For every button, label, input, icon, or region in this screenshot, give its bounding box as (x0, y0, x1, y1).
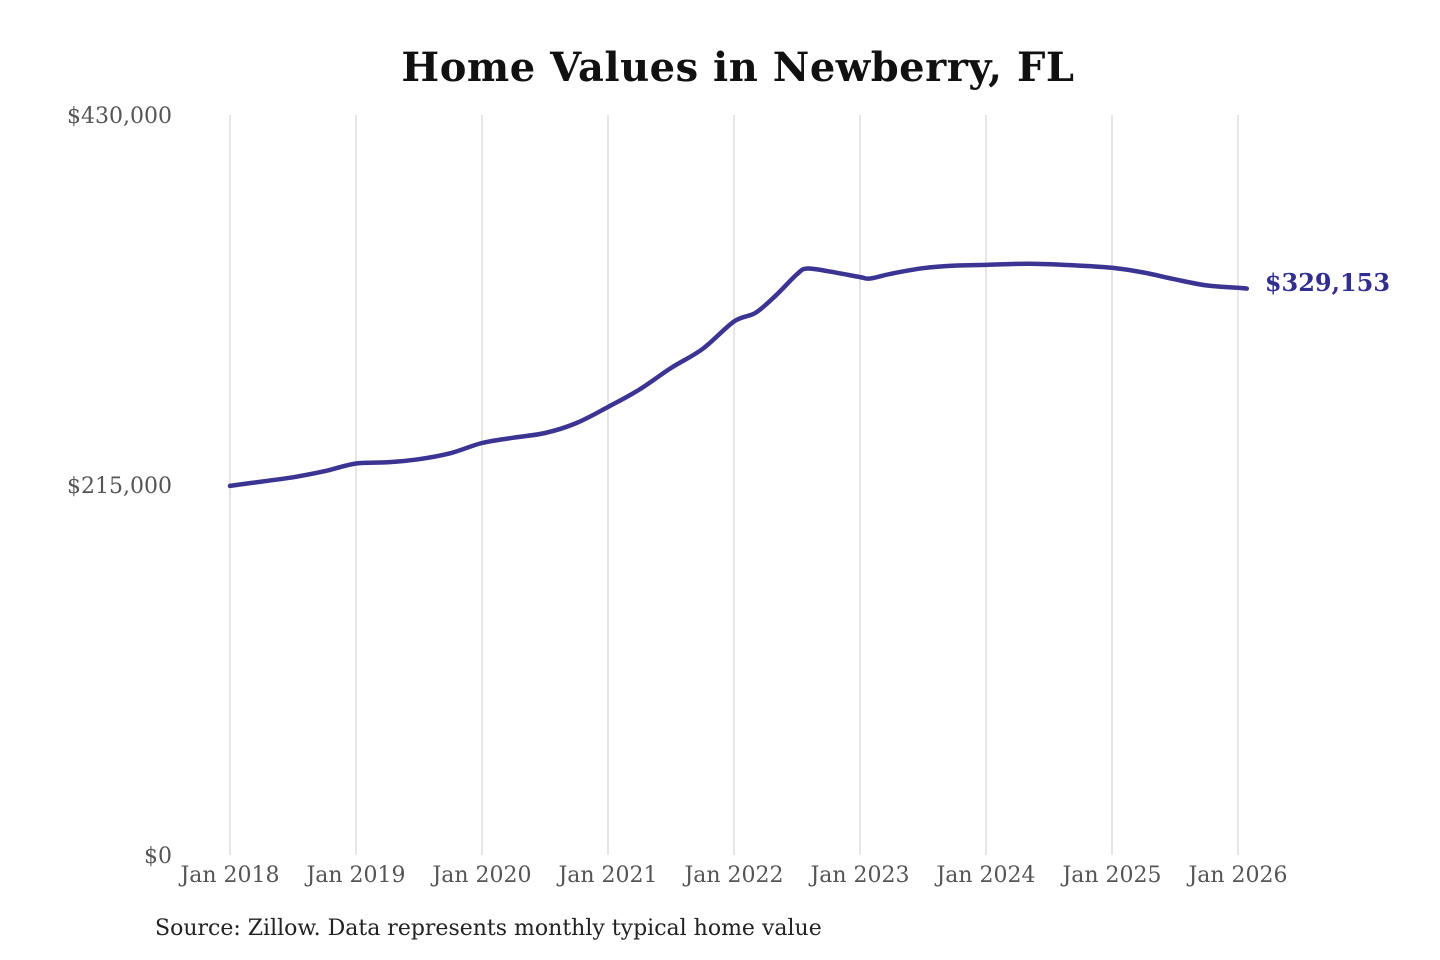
chart-title: Home Values in Newberry, FL (401, 44, 1075, 91)
y-tick-label: $430,000 (67, 104, 172, 129)
x-tick-label: Jan 2022 (682, 863, 783, 888)
latest-value-label: $329,153 (1264, 267, 1391, 297)
series-line (227, 261, 1250, 489)
x-tick-label: Jan 2024 (934, 863, 1035, 888)
x-tick-label: Jan 2026 (1186, 863, 1287, 888)
x-tick-label: Jan 2025 (1060, 863, 1161, 888)
x-tick-label: Jan 2021 (556, 863, 657, 888)
source-note: Source: Zillow. Data represents monthly … (155, 916, 822, 941)
x-tick-label: Jan 2018 (178, 863, 279, 888)
y-tick-label: $215,000 (67, 474, 172, 499)
x-tick-label: Jan 2023 (808, 863, 909, 888)
y-tick-label: $0 (144, 844, 172, 869)
x-tick-label: Jan 2019 (304, 863, 405, 888)
x-tick-label: Jan 2020 (430, 863, 531, 888)
